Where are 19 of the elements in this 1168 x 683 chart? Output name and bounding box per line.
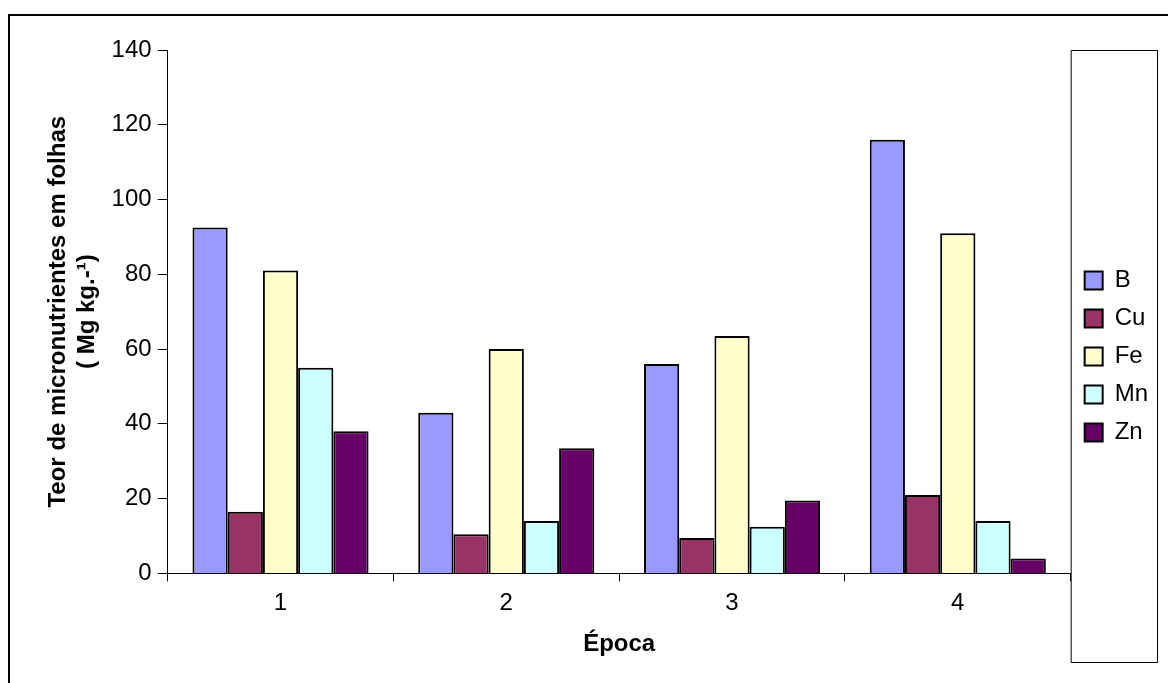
y-tick-label: 140 (111, 34, 152, 62)
y-tick-label: 40 (124, 408, 152, 436)
legend-label: B (1114, 265, 1131, 293)
y-tick-label: 60 (124, 333, 152, 361)
legend-label: Cu (1114, 303, 1146, 331)
legend-label: Zn (1114, 417, 1143, 445)
x-tick-label: 2 (499, 588, 513, 616)
legend-label: Fe (1114, 341, 1143, 369)
y-tick-label: 0 (138, 558, 152, 586)
x-tick-label: 3 (725, 588, 739, 616)
y-tick-label: 120 (111, 109, 152, 137)
y-tick-label: 80 (124, 258, 152, 286)
y-axis-title: Teor de micronutrientes em folhas ( Mg kg.-¹) (43, 115, 99, 508)
legend-label: Mn (1114, 379, 1148, 407)
x-tick-label: 1 (273, 588, 288, 616)
x-axis-title: Época (583, 629, 656, 657)
y-tick-label: 100 (111, 184, 152, 212)
y-tick-label: 20 (124, 483, 152, 511)
x-tick-label: 4 (951, 588, 965, 616)
